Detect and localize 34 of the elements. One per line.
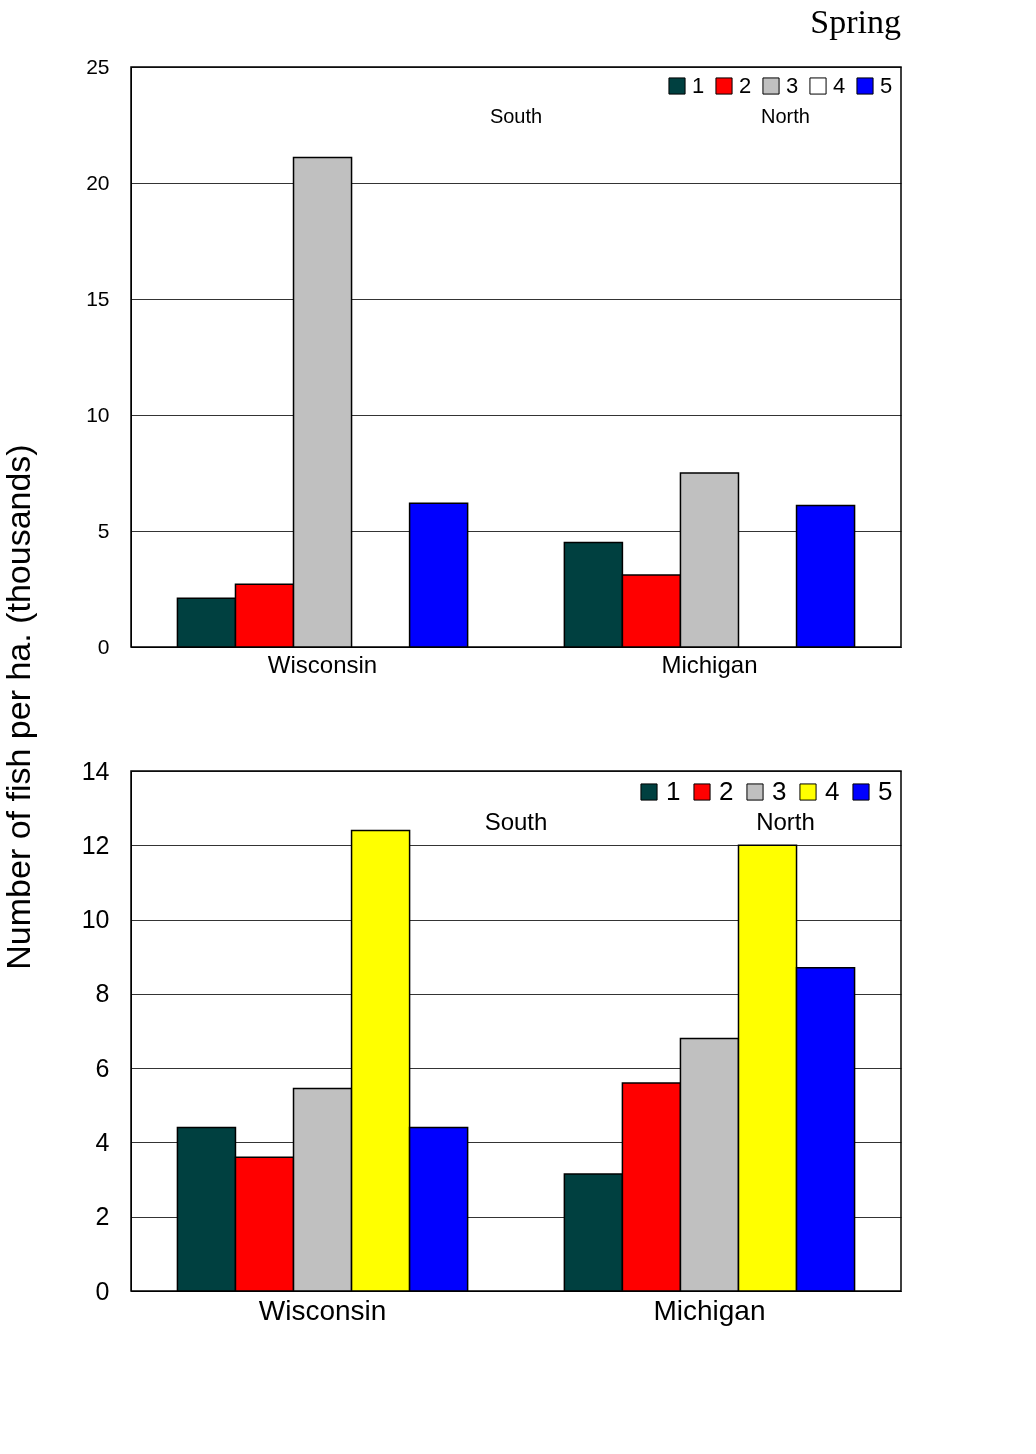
legend-label: 2 bbox=[719, 776, 734, 806]
legend-label: 3 bbox=[786, 73, 799, 98]
y-tick-label: 2 bbox=[95, 1202, 110, 1231]
y-tick-label: 10 bbox=[81, 905, 110, 934]
legend-label: 1 bbox=[692, 73, 705, 98]
y-tick-label: 15 bbox=[86, 286, 110, 310]
y-tick-label: 5 bbox=[97, 518, 110, 542]
x-tick-label: Wisconsin bbox=[267, 650, 378, 678]
legend-label: 5 bbox=[878, 776, 893, 806]
y-tick-label: 10 bbox=[86, 402, 110, 426]
annotation: North bbox=[756, 808, 815, 835]
x-tick-label: Wisconsin bbox=[258, 1294, 387, 1326]
x-tick-label: Michigan bbox=[661, 650, 758, 678]
x-tick-label: Michigan bbox=[653, 1294, 766, 1326]
legend-label: 4 bbox=[825, 776, 840, 806]
y-tick-label: 14 bbox=[81, 756, 110, 785]
annotation: South bbox=[489, 105, 543, 127]
annotation: North bbox=[761, 105, 810, 127]
y-tick-label: 8 bbox=[95, 979, 110, 1008]
legend-label: 3 bbox=[772, 776, 787, 806]
legend-label: 2 bbox=[739, 73, 752, 98]
annotation: South bbox=[484, 808, 548, 835]
y-tick-label: 4 bbox=[95, 1127, 110, 1156]
chart-title: Spring bbox=[810, 3, 901, 40]
y-tick-label: 6 bbox=[95, 1053, 110, 1082]
legend-label: 1 bbox=[666, 776, 681, 806]
legend-label: 5 bbox=[880, 73, 893, 98]
y-tick-label: 25 bbox=[86, 54, 110, 78]
y-tick-label: 20 bbox=[86, 170, 110, 194]
y-tick-label: 0 bbox=[95, 1276, 110, 1305]
y-axis-title: Number of fish per ha. (thousands) bbox=[0, 444, 37, 970]
y-tick-label: 12 bbox=[81, 830, 110, 859]
legend-label: 4 bbox=[833, 73, 846, 98]
y-tick-label: 0 bbox=[97, 634, 110, 658]
